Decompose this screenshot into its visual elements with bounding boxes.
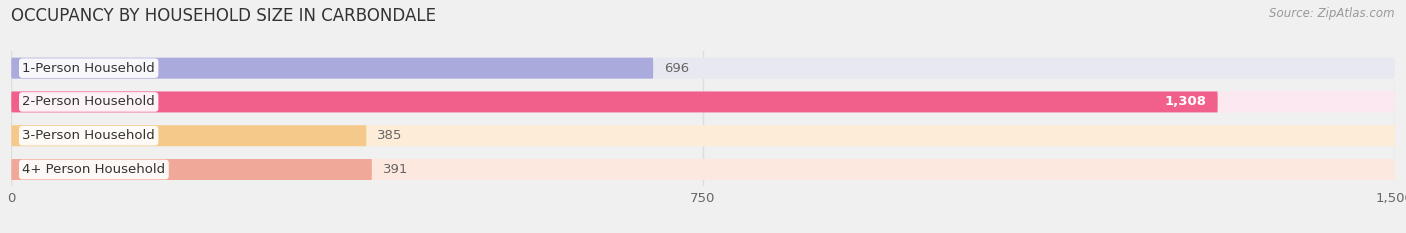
Text: 696: 696 [664,62,689,75]
Text: 385: 385 [377,129,402,142]
FancyBboxPatch shape [11,125,367,146]
Text: 3-Person Household: 3-Person Household [22,129,155,142]
FancyBboxPatch shape [11,92,1218,112]
FancyBboxPatch shape [11,92,1395,112]
Text: 391: 391 [382,163,408,176]
Text: Source: ZipAtlas.com: Source: ZipAtlas.com [1270,7,1395,20]
Text: OCCUPANCY BY HOUSEHOLD SIZE IN CARBONDALE: OCCUPANCY BY HOUSEHOLD SIZE IN CARBONDAL… [11,7,436,25]
Text: 4+ Person Household: 4+ Person Household [22,163,166,176]
FancyBboxPatch shape [11,125,1395,146]
FancyBboxPatch shape [11,58,654,79]
Text: 2-Person Household: 2-Person Household [22,96,155,108]
Text: 1-Person Household: 1-Person Household [22,62,155,75]
FancyBboxPatch shape [11,159,371,180]
FancyBboxPatch shape [11,58,1395,79]
FancyBboxPatch shape [11,159,1395,180]
Text: 1,308: 1,308 [1164,96,1206,108]
